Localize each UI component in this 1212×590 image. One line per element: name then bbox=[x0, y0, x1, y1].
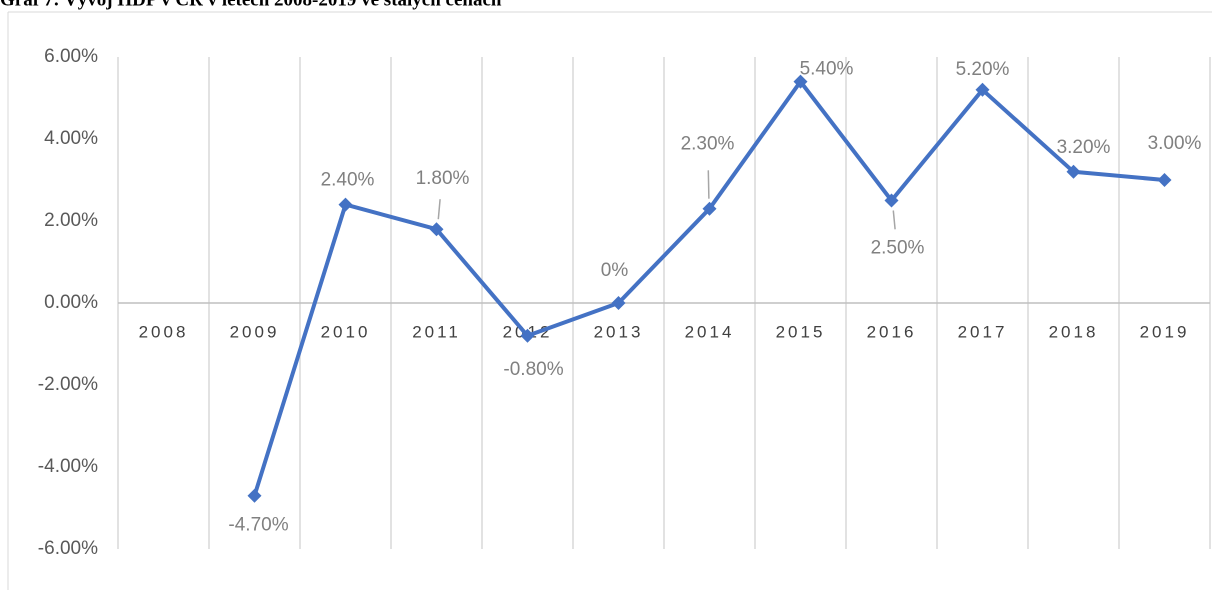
leader-line bbox=[437, 199, 441, 220]
x-tick-label: 2011 bbox=[412, 322, 461, 341]
x-tick-label: 2008 bbox=[139, 322, 189, 341]
data-label: 2.40% bbox=[321, 170, 375, 191]
leader-line bbox=[707, 170, 710, 199]
marker bbox=[702, 201, 717, 216]
marker bbox=[884, 193, 899, 208]
data-label: 2.50% bbox=[871, 238, 925, 259]
marker bbox=[1157, 173, 1172, 187]
x-tick-label: 2014 bbox=[685, 322, 735, 341]
data-label: 3.20% bbox=[1057, 137, 1111, 158]
marker bbox=[247, 488, 262, 503]
y-tick-label: 6.00% bbox=[44, 46, 98, 67]
x-tick-label: 2019 bbox=[1140, 322, 1190, 341]
data-label: -0.80% bbox=[503, 359, 563, 380]
x-tick-label: 2015 bbox=[776, 322, 826, 341]
marker bbox=[975, 82, 990, 97]
x-tick-label: 2010 bbox=[321, 322, 371, 341]
x-tick-label: 2009 bbox=[230, 322, 280, 341]
x-tick-label: 2016 bbox=[867, 322, 917, 341]
y-tick-label: -4.00% bbox=[38, 456, 98, 477]
x-tick-label: 2017 bbox=[958, 322, 1008, 341]
y-tick-label: 4.00% bbox=[44, 128, 98, 149]
marker bbox=[1066, 164, 1081, 179]
x-tick-label: 2018 bbox=[1049, 322, 1099, 341]
y-tick-label: 0.00% bbox=[44, 292, 98, 313]
data-label: 5.40% bbox=[800, 59, 854, 80]
y-tick-label: -6.00% bbox=[38, 538, 98, 559]
data-label: 2.30% bbox=[681, 134, 735, 155]
data-label: 0% bbox=[601, 260, 629, 281]
marker bbox=[520, 328, 535, 343]
data-label: 3.00% bbox=[1148, 133, 1202, 154]
y-tick-label: -2.00% bbox=[38, 374, 98, 395]
marker bbox=[429, 222, 444, 237]
data-label: 1.80% bbox=[416, 168, 470, 189]
marker bbox=[611, 296, 626, 310]
x-tick-label: 2013 bbox=[594, 322, 644, 341]
leader-line bbox=[892, 210, 896, 230]
chart-title: Graf 7: Vývoj HDP v ČR v letech 2008-201… bbox=[0, 0, 502, 10]
marker bbox=[793, 74, 808, 89]
y-tick-label: 2.00% bbox=[44, 210, 98, 231]
data-label: 5.20% bbox=[956, 59, 1010, 80]
data-label: -4.70% bbox=[228, 515, 288, 536]
marker bbox=[338, 197, 353, 212]
